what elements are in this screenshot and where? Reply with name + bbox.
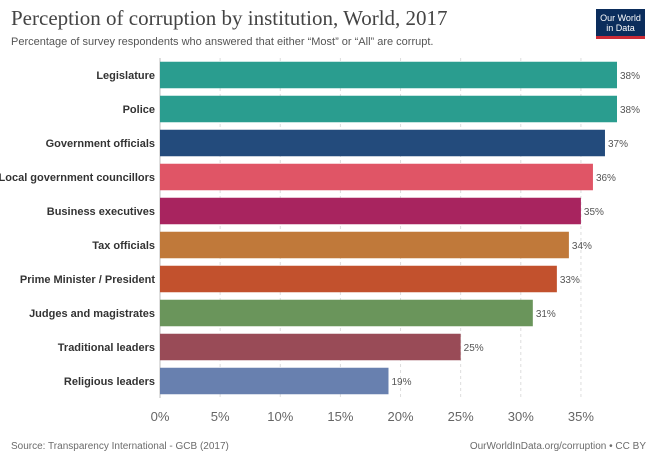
x-tick-label: 20% [388, 409, 414, 424]
bar[interactable] [160, 129, 605, 157]
x-tick-label: 30% [508, 409, 534, 424]
bar[interactable] [160, 231, 569, 259]
category-label: Judges and magistrates [29, 308, 155, 320]
value-label: 34% [572, 241, 592, 252]
category-label: Traditional leaders [58, 342, 155, 354]
bar[interactable] [160, 333, 461, 361]
value-label: 31% [536, 309, 556, 320]
bar[interactable] [160, 95, 617, 123]
x-tick-label: 5% [211, 409, 230, 424]
value-label: 36% [596, 173, 616, 184]
bar[interactable] [160, 299, 533, 327]
x-tick-label: 0% [151, 409, 170, 424]
logo-text-line2: in Data [606, 23, 635, 33]
value-labels: 38% 38% 37% 36% 35% 34% 33% 31% 25% 19% [392, 71, 641, 388]
category-label: Business executives [47, 206, 155, 218]
value-label: 33% [560, 275, 580, 286]
x-tick-label: 15% [327, 409, 353, 424]
category-label: Religious leaders [64, 376, 155, 388]
bar[interactable] [160, 61, 617, 89]
bars [160, 61, 617, 395]
x-tick-label: 10% [267, 409, 293, 424]
category-label: Local government councillors [0, 172, 155, 184]
bar[interactable] [160, 265, 557, 293]
chart-subtitle: Percentage of survey respondents who ans… [11, 36, 434, 48]
value-label: 25% [464, 343, 484, 354]
category-label: Government officials [46, 138, 155, 150]
value-label: 35% [584, 207, 604, 218]
bar[interactable] [160, 163, 593, 191]
source-note: Source: Transparency International - GCB… [11, 441, 229, 452]
license-link[interactable]: OurWorldInData.org/corruption • CC BY [469, 441, 646, 452]
owid-logo[interactable]: Our World in Data [596, 9, 645, 39]
logo-accent-bar [596, 36, 645, 39]
category-label: Tax officials [92, 240, 155, 252]
value-label: 19% [392, 377, 412, 388]
x-axis-ticks: 0% 5% 10% 15% 20% 25% 30% 35% [151, 409, 595, 424]
value-label: 38% [620, 105, 640, 116]
bar[interactable] [160, 197, 581, 225]
bar[interactable] [160, 367, 389, 395]
value-label: 38% [620, 71, 640, 82]
x-tick-label: 35% [568, 409, 594, 424]
category-label: Police [123, 104, 155, 116]
value-label: 37% [608, 139, 628, 150]
x-tick-label: 25% [448, 409, 474, 424]
category-label: Legislature [96, 70, 155, 82]
category-labels: Legislature Police Government officials Loc… [0, 70, 155, 388]
logo-text-line1: Our World [600, 13, 641, 23]
category-label: Prime Minister / President [20, 274, 155, 286]
chart-title: Perception of corruption by institution,… [11, 6, 448, 30]
